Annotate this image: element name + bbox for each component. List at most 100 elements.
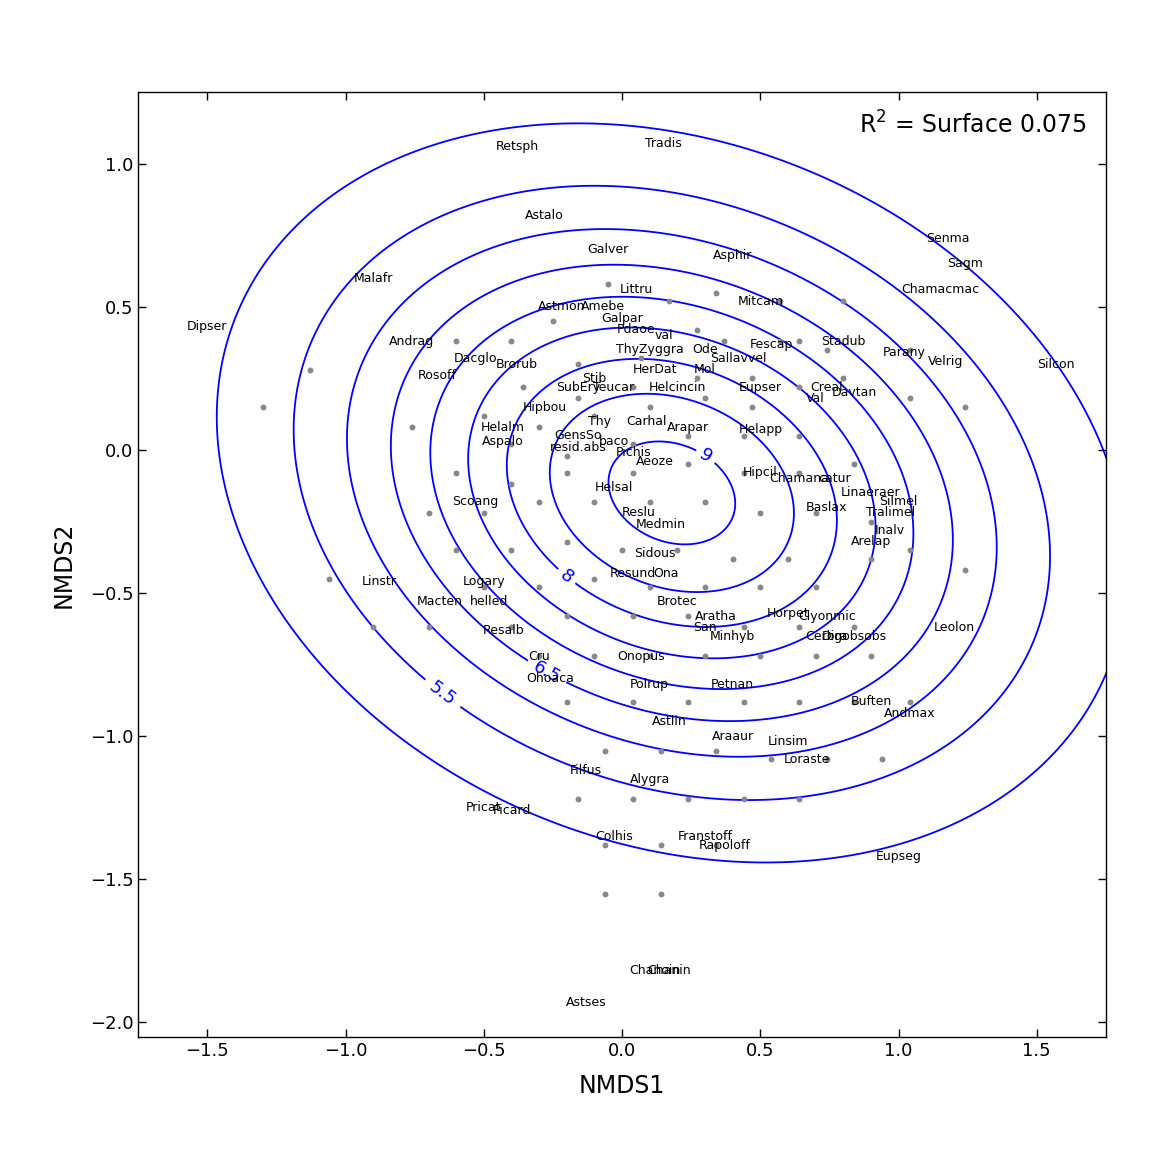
Point xyxy=(834,291,852,310)
Text: Leolon: Leolon xyxy=(933,621,975,634)
Point xyxy=(624,790,643,809)
Text: Mitcam: Mitcam xyxy=(737,295,783,308)
Point xyxy=(846,692,864,711)
Text: Linaeraer: Linaeraer xyxy=(841,486,901,500)
Text: Digobsobs: Digobsobs xyxy=(821,629,887,643)
Text: Cru: Cru xyxy=(529,650,550,662)
Point xyxy=(846,455,864,473)
Point xyxy=(624,692,643,711)
Point xyxy=(707,742,726,760)
Text: Colhis: Colhis xyxy=(594,829,632,843)
Point xyxy=(901,389,919,408)
Text: helled: helled xyxy=(470,596,508,608)
Point xyxy=(585,492,604,510)
Text: 5.5: 5.5 xyxy=(426,677,460,710)
Point xyxy=(806,647,825,666)
Text: Fescap: Fescap xyxy=(750,338,793,350)
Text: Stadub: Stadub xyxy=(821,335,865,348)
Text: Teucar: Teucar xyxy=(593,380,635,394)
Point xyxy=(301,361,319,379)
Point xyxy=(447,332,465,350)
Text: 8: 8 xyxy=(556,566,577,588)
Point xyxy=(873,750,892,768)
Text: Pdaoe: Pdaoe xyxy=(616,324,655,336)
Text: Ode: Ode xyxy=(692,343,718,356)
Point xyxy=(806,503,825,522)
Point xyxy=(956,561,975,579)
Point xyxy=(790,332,809,350)
Text: Resalb: Resalb xyxy=(483,624,524,637)
Text: Baslax: Baslax xyxy=(806,501,848,514)
Point xyxy=(320,569,339,588)
Text: Petnan: Petnan xyxy=(711,679,755,691)
Point xyxy=(956,397,975,416)
Text: Helapp: Helapp xyxy=(738,424,782,437)
Text: Eupser: Eupser xyxy=(738,380,782,394)
Text: Galver: Galver xyxy=(588,243,629,256)
Point xyxy=(680,455,698,473)
Text: Chamacmac: Chamacmac xyxy=(901,283,979,296)
Text: Polrup: Polrup xyxy=(630,679,669,691)
Text: Helalm: Helalm xyxy=(482,420,525,433)
Point xyxy=(569,355,588,373)
Point xyxy=(818,750,836,768)
Point xyxy=(790,692,809,711)
Text: Sallavvel: Sallavvel xyxy=(710,351,766,365)
Text: Val: Val xyxy=(806,392,825,406)
Point xyxy=(502,475,521,493)
Text: 9: 9 xyxy=(696,446,715,467)
Text: Aspalo: Aspalo xyxy=(483,435,524,448)
Point xyxy=(668,541,687,560)
Text: Malafr: Malafr xyxy=(354,272,393,285)
Text: Horpet: Horpet xyxy=(766,607,810,620)
Point xyxy=(680,426,698,445)
Point xyxy=(652,742,670,760)
Text: Tradis: Tradis xyxy=(645,137,682,150)
Text: Dacglo: Dacglo xyxy=(454,351,498,365)
Point xyxy=(502,332,521,350)
Text: GensSo: GensSo xyxy=(554,430,601,442)
Point xyxy=(696,647,714,666)
Point xyxy=(696,389,714,408)
Text: Creal: Creal xyxy=(810,380,843,394)
Text: Onopus: Onopus xyxy=(617,650,665,662)
Point xyxy=(771,291,789,310)
Point xyxy=(688,320,706,339)
Text: Galpar: Galpar xyxy=(601,312,643,325)
Point xyxy=(475,503,493,522)
Text: Picard: Picard xyxy=(492,804,531,817)
Text: Minhyb: Minhyb xyxy=(710,629,756,643)
Text: Asphir: Asphir xyxy=(713,249,752,262)
Text: Scoang: Scoang xyxy=(453,495,499,508)
Text: catur: catur xyxy=(819,472,851,485)
Point xyxy=(585,407,604,425)
Point xyxy=(419,619,438,637)
Text: Parany: Parany xyxy=(882,346,925,359)
Point xyxy=(632,349,651,367)
Text: Astalo: Astalo xyxy=(525,209,564,221)
Point xyxy=(502,619,521,637)
Text: Dipser: Dipser xyxy=(187,320,228,333)
Text: Sagm: Sagm xyxy=(947,257,983,271)
Text: Cerbra: Cerbra xyxy=(805,629,848,643)
Text: Linstr: Linstr xyxy=(362,575,396,589)
Text: Hipcil: Hipcil xyxy=(743,467,778,479)
Point xyxy=(530,418,548,437)
Text: Loraste: Loraste xyxy=(785,752,831,766)
Point xyxy=(624,378,643,396)
Text: SubEry: SubEry xyxy=(555,380,600,394)
Point xyxy=(624,607,643,626)
Text: Filfus: Filfus xyxy=(570,764,602,778)
Text: Resund: Resund xyxy=(611,567,657,579)
Point xyxy=(585,647,604,666)
Text: Tralimel: Tralimel xyxy=(865,507,915,520)
Point xyxy=(790,378,809,396)
Point xyxy=(624,463,643,482)
Point xyxy=(502,435,521,454)
Text: Chamana: Chamana xyxy=(770,472,829,485)
Text: Helsal: Helsal xyxy=(594,480,632,494)
Text: Amebe: Amebe xyxy=(581,301,624,313)
Point xyxy=(569,389,588,408)
Text: Rapoloff: Rapoloff xyxy=(698,839,750,851)
Point xyxy=(862,513,880,531)
